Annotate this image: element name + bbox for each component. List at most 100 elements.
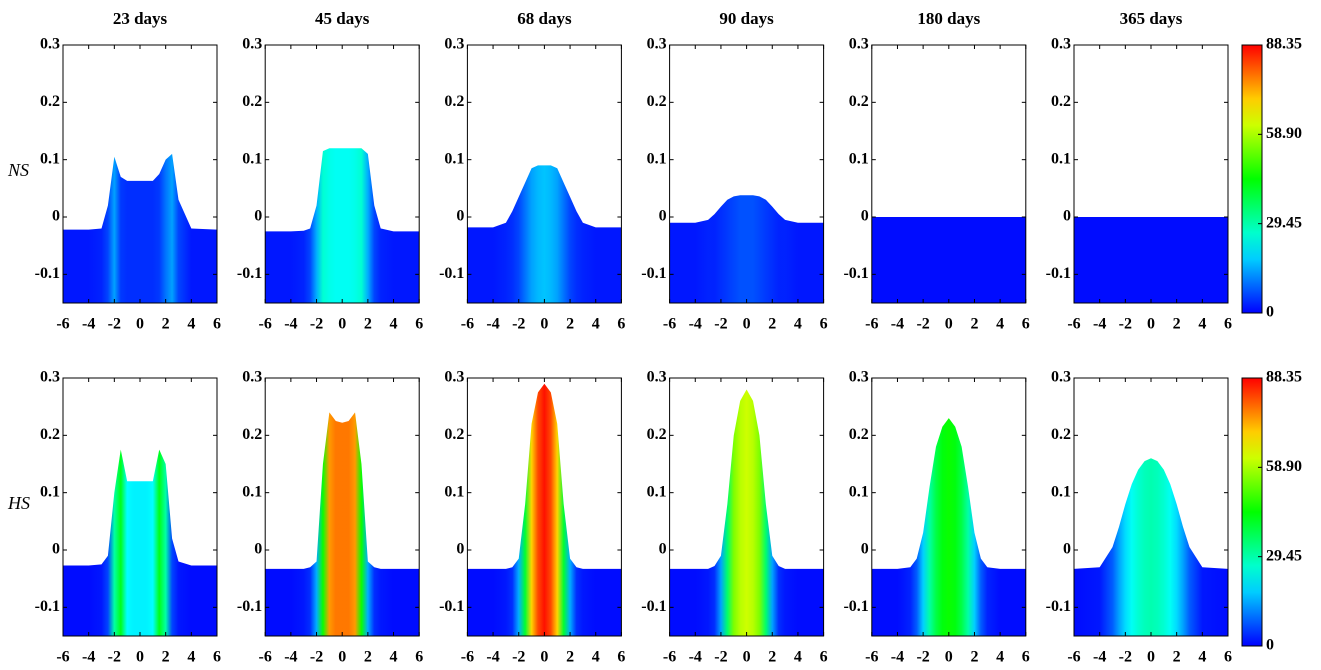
x-tick-label: 4 — [1198, 649, 1206, 666]
x-tick-label: 6 — [1224, 316, 1232, 333]
x-tick-label: 4 — [187, 649, 195, 666]
x-tick-label: 0 — [338, 649, 346, 666]
profile-area — [265, 412, 420, 636]
x-tick-label: -4 — [486, 316, 499, 333]
y-tick-label: 0.1 — [40, 150, 60, 167]
y-tick-label: 0.1 — [242, 483, 262, 500]
y-tick-label: -0.1 — [237, 598, 262, 615]
x-tick-label: -6 — [865, 316, 878, 333]
profile-area — [467, 383, 622, 636]
y-tick-label: 0.1 — [1051, 150, 1071, 167]
y-tick-label: -0.1 — [641, 598, 666, 615]
y-tick-label: 0.2 — [647, 426, 667, 443]
y-tick-label: 0.2 — [1051, 426, 1071, 443]
y-tick-label: -0.1 — [35, 598, 60, 615]
x-tick-label: -6 — [259, 649, 272, 666]
y-tick-label: -0.1 — [439, 598, 464, 615]
x-tick-label: 4 — [996, 316, 1004, 333]
y-tick-label: -0.1 — [1046, 598, 1071, 615]
y-tick-label: 0.2 — [444, 426, 464, 443]
x-tick-label: 0 — [1147, 649, 1155, 666]
x-tick-label: 0 — [136, 316, 144, 333]
x-tick-label: 2 — [1173, 316, 1181, 333]
x-tick-label: 6 — [820, 316, 828, 333]
x-tick-label: 2 — [162, 316, 170, 333]
y-tick-label: 0.3 — [849, 369, 869, 386]
x-tick-label: 4 — [390, 316, 398, 333]
x-tick-label: -6 — [663, 649, 676, 666]
x-tick-label: 4 — [794, 649, 802, 666]
x-tick-label: -4 — [891, 316, 904, 333]
x-tick-label: 0 — [1147, 316, 1155, 333]
x-tick-label: -4 — [689, 316, 702, 333]
y-tick-label: 0.3 — [647, 369, 667, 386]
x-tick-label: 4 — [794, 316, 802, 333]
colorbar-tick-label: 88.35 — [1266, 36, 1302, 53]
y-tick-label: -0.1 — [35, 265, 60, 282]
x-tick-label: 0 — [540, 649, 548, 666]
x-tick-label: -2 — [1119, 649, 1132, 666]
y-tick-label: 0 — [861, 208, 869, 225]
colorbar-tick-label: 58.90 — [1266, 458, 1302, 475]
y-tick-label: 0.1 — [1051, 483, 1071, 500]
x-tick-label: -6 — [663, 316, 676, 333]
x-tick-label: 0 — [743, 316, 751, 333]
x-tick-label: -2 — [714, 316, 727, 333]
y-tick-label: 0.3 — [647, 36, 667, 53]
x-tick-label: -2 — [108, 649, 121, 666]
y-tick-label: 0 — [254, 208, 262, 225]
x-tick-label: 6 — [617, 316, 625, 333]
profile-area — [467, 165, 622, 303]
profile-area — [871, 217, 1026, 303]
x-tick-label: 2 — [364, 649, 372, 666]
x-tick-label: 0 — [945, 649, 953, 666]
y-tick-label: 0.1 — [242, 150, 262, 167]
x-tick-label: 2 — [768, 649, 776, 666]
x-tick-label: -6 — [461, 649, 474, 666]
y-tick-label: -0.1 — [843, 265, 868, 282]
y-tick-label: 0.3 — [242, 369, 262, 386]
y-tick-label: 0 — [659, 208, 667, 225]
profile-area — [669, 195, 824, 303]
x-tick-label: 6 — [1022, 649, 1030, 666]
y-tick-label: -0.1 — [641, 265, 666, 282]
y-tick-label: 0.1 — [444, 150, 464, 167]
x-tick-label: 2 — [566, 649, 574, 666]
y-tick-label: -0.1 — [439, 265, 464, 282]
colorbar-tick-label: 0 — [1266, 304, 1274, 321]
x-tick-label: -6 — [461, 316, 474, 333]
x-tick-label: 2 — [1173, 649, 1181, 666]
y-tick-label: 0 — [254, 541, 262, 558]
colorbar — [1241, 44, 1263, 314]
x-tick-label: 4 — [1198, 316, 1206, 333]
x-tick-label: 6 — [415, 649, 423, 666]
y-tick-label: 0.2 — [647, 93, 667, 110]
x-tick-label: -4 — [689, 649, 702, 666]
x-tick-label: 6 — [415, 316, 423, 333]
colorbar-tick-label: 0 — [1266, 637, 1274, 654]
x-tick-label: 6 — [213, 316, 221, 333]
x-tick-label: 4 — [187, 316, 195, 333]
x-tick-label: 6 — [213, 649, 221, 666]
y-tick-label: 0.2 — [1051, 93, 1071, 110]
x-tick-label: -2 — [916, 649, 929, 666]
x-tick-label: -4 — [82, 316, 95, 333]
y-tick-label: 0.2 — [849, 93, 869, 110]
y-tick-label: 0.1 — [40, 483, 60, 500]
x-tick-label: 2 — [364, 316, 372, 333]
x-tick-label: -6 — [865, 649, 878, 666]
x-tick-label: 0 — [338, 316, 346, 333]
y-tick-label: 0 — [1063, 541, 1071, 558]
x-tick-label: -6 — [56, 649, 69, 666]
y-tick-label: 0.2 — [849, 426, 869, 443]
y-tick-label: 0.3 — [1051, 36, 1071, 53]
x-tick-label: -4 — [486, 649, 499, 666]
x-tick-label: -2 — [512, 316, 525, 333]
y-tick-label: 0.1 — [849, 150, 869, 167]
y-tick-label: 0.1 — [647, 483, 667, 500]
x-tick-label: 6 — [1224, 649, 1232, 666]
x-tick-label: 2 — [768, 316, 776, 333]
y-tick-label: 0.3 — [40, 36, 60, 53]
x-tick-label: -4 — [1093, 649, 1106, 666]
